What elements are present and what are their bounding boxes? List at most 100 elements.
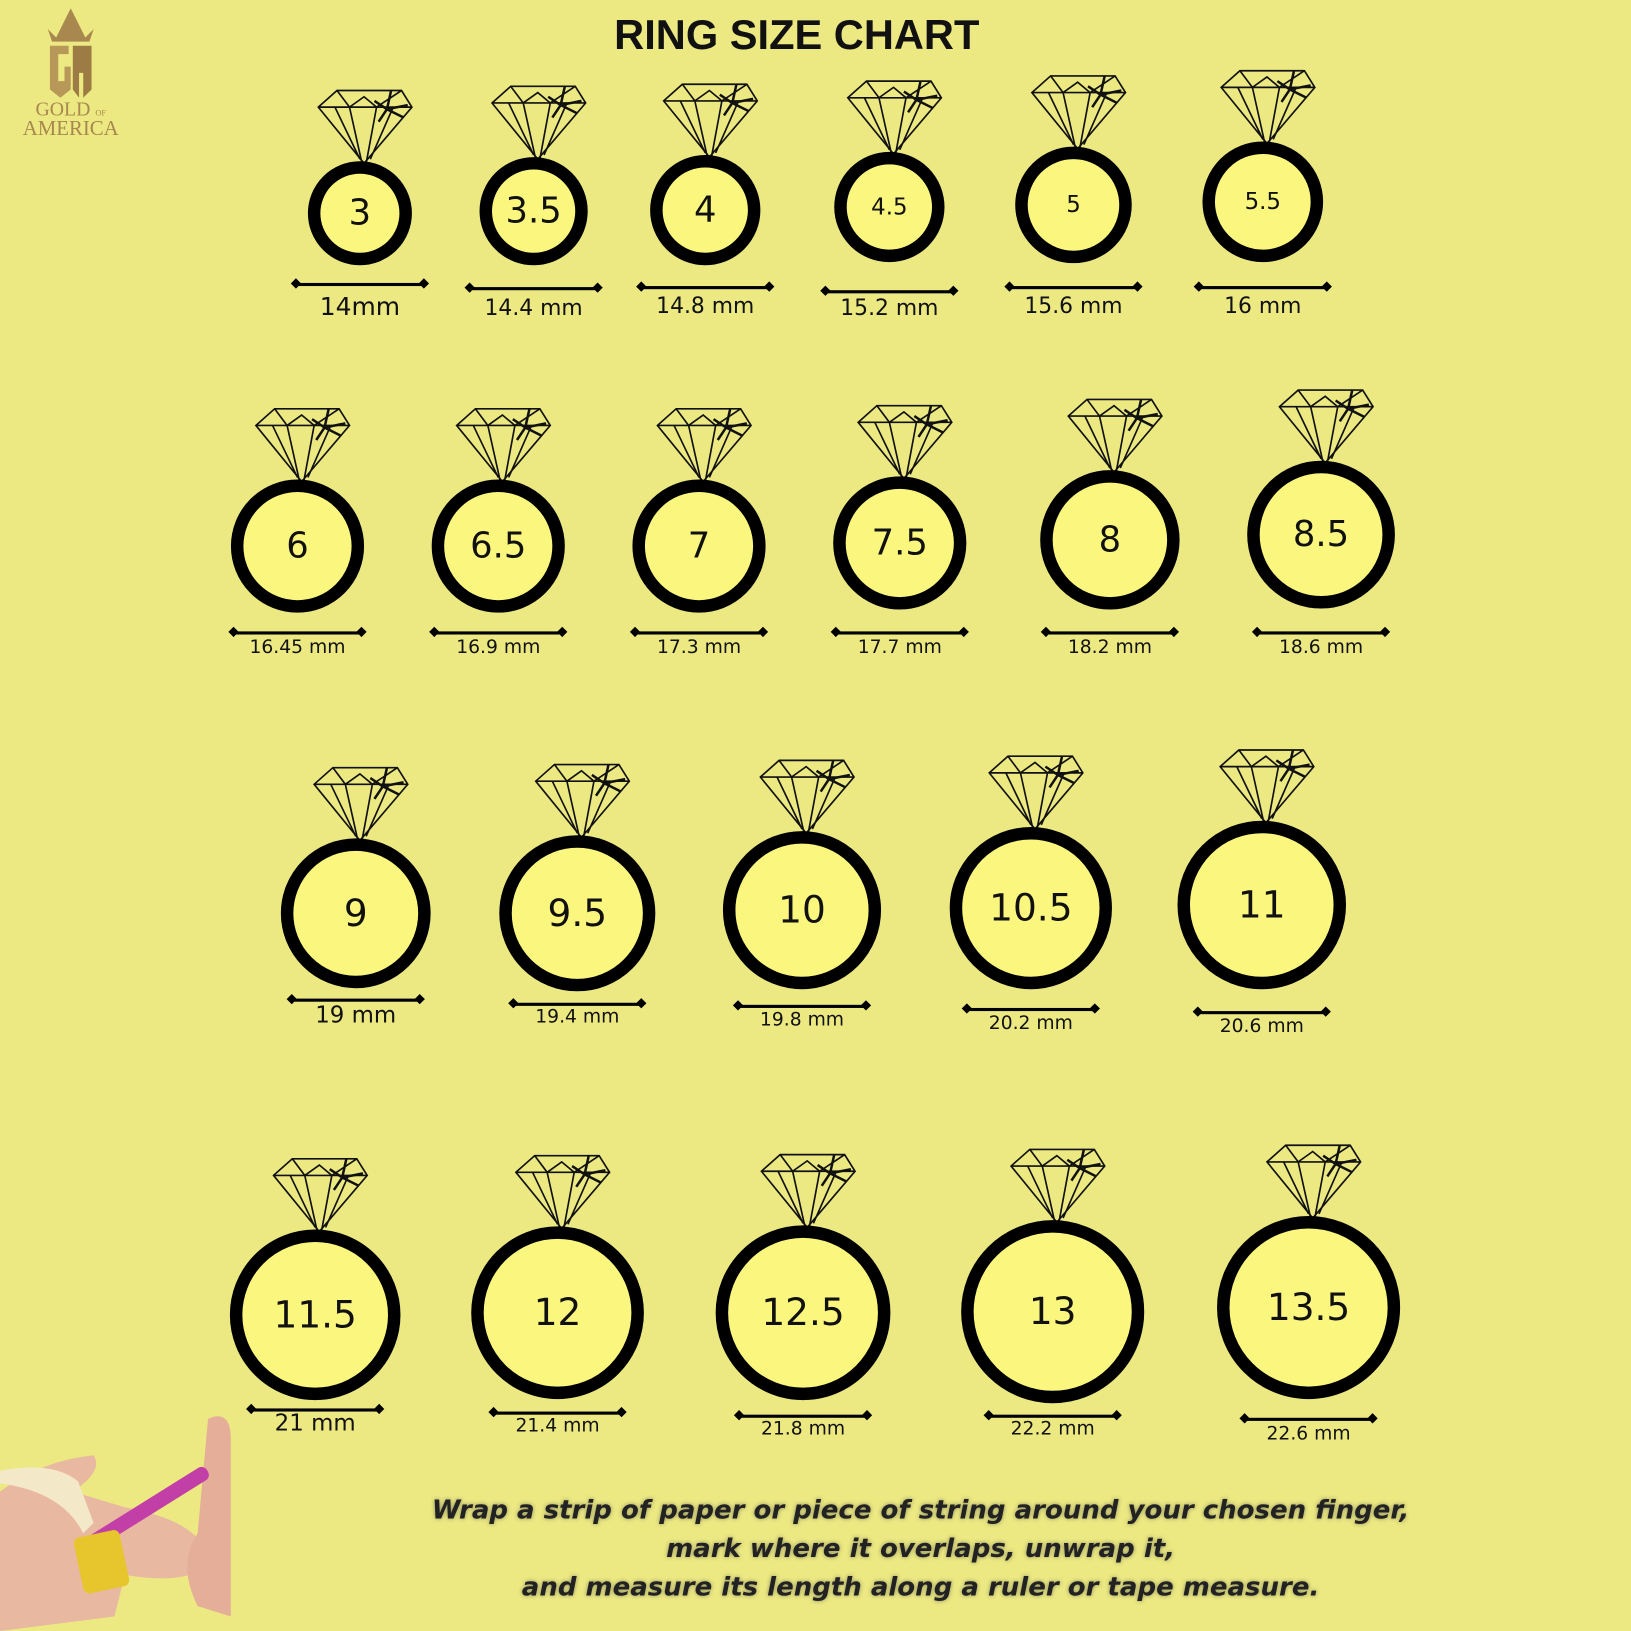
ring-size-label: 3.5 [505, 190, 562, 232]
diameter-measure-line [1008, 286, 1138, 290]
diamond-icon [756, 756, 856, 839]
ring-size-label: 10.5 [989, 886, 1073, 930]
diameter-measure-line [835, 631, 965, 635]
page-title: RING SIZE CHART [614, 12, 980, 59]
ring-circle: 11 [1177, 820, 1347, 990]
diamond-icon [1275, 386, 1375, 469]
ring-circle: 12.5 [715, 1225, 891, 1401]
ring-circle: 7 [632, 479, 766, 613]
ring-size-label: 4 [693, 189, 717, 231]
ring-size-label: 12.5 [761, 1291, 845, 1335]
diamond-icon [1217, 67, 1317, 150]
diameter-measure-line [433, 631, 563, 635]
diameter-label: 16.9 mm [456, 636, 541, 659]
diameter-measure-line [295, 282, 425, 287]
instruction-line: and measure its length along a ruler or … [521, 1571, 1320, 1602]
diamond-icon [488, 82, 588, 165]
diamond-icon [269, 1155, 369, 1238]
diameter-label: 19 mm [315, 1002, 397, 1029]
ring-circle: 5 [1015, 146, 1132, 264]
diamond-icon [844, 77, 944, 160]
diameter-measure-line [1256, 631, 1386, 635]
diameter-measure-line [469, 287, 599, 291]
diamond-icon [252, 405, 352, 488]
diameter-label: 21 mm [274, 1410, 356, 1437]
ring-size-label: 9.5 [547, 891, 608, 935]
diameter-measure-line [1197, 1011, 1327, 1015]
ring-size-label: 7 [687, 525, 711, 567]
ring-size-label: 6 [286, 525, 309, 567]
diameter-label: 18.2 mm [1067, 636, 1152, 659]
diamond-icon [653, 405, 753, 488]
logo-line1: GOLD OF [35, 98, 106, 121]
ring-circle: 6 [230, 479, 365, 613]
diameter-measure-line [634, 631, 764, 635]
ring-circle: 8.5 [1247, 460, 1395, 609]
ring-size-label: 8 [1098, 519, 1122, 561]
gold-of-america-logo: GOLD OF AMERICA [19, 6, 123, 139]
diamond-icon [659, 80, 759, 163]
ring-circle: 4.5 [834, 151, 945, 263]
ring-circle: 9.5 [499, 835, 656, 992]
diameter-measure-line [1198, 286, 1328, 290]
diameter-label: 22.6 mm [1266, 1423, 1351, 1445]
ring-size-label: 7.5 [871, 522, 928, 564]
ring-size-label: 13.5 [1266, 1286, 1351, 1329]
diamond-icon [1263, 1141, 1363, 1224]
diameter-measure-line [640, 286, 770, 290]
diamond-icon [985, 752, 1085, 835]
ring-size-label: 8.5 [1292, 513, 1350, 556]
diameter-measure-line [291, 998, 421, 1002]
diamond-icon [757, 1150, 857, 1233]
ring-size-label: 6.5 [470, 525, 527, 567]
diameter-measure-line [988, 1414, 1118, 1418]
ring-circle: 11.5 [229, 1229, 401, 1401]
diameter-label: 18.6 mm [1278, 636, 1364, 659]
diameter-label: 15.2 mm [840, 295, 939, 321]
ring-circle: 13.5 [1217, 1215, 1401, 1400]
diamond-icon [310, 764, 410, 847]
diameter-measure-line [1244, 1417, 1374, 1421]
measuring-finger-photo [0, 1408, 231, 1631]
diameter-measure-line [1045, 631, 1175, 635]
logo-line2: AMERICA [22, 117, 119, 141]
diameter-measure-line [824, 290, 954, 294]
diameter-label: 16 mm [1224, 293, 1302, 319]
diameter-label: 15.6 mm [1024, 293, 1123, 319]
ring-size-label: 5.5 [1244, 188, 1282, 215]
diameter-measure-line [512, 1002, 642, 1006]
ring-circle: 10.5 [949, 826, 1112, 990]
ring-size-label: 4.5 [871, 193, 908, 221]
ring-size-label: 11.5 [273, 1293, 357, 1337]
measuring-instructions: Wrap a strip of paper or piece of string… [416, 1491, 1425, 1606]
ring-size-label: 9 [343, 891, 368, 935]
ring-circle: 6.5 [431, 479, 565, 613]
instruction-line: mark where it overlaps, unwrap it, [666, 1533, 1176, 1564]
ring-circle: 4 [650, 154, 761, 266]
diameter-label: 19.4 mm [535, 1005, 620, 1028]
diamond-icon [532, 760, 632, 843]
diameter-label: 19.8 mm [759, 1009, 845, 1031]
diameter-label: 16.45 mm [249, 636, 346, 659]
ring-circle: 7.5 [833, 476, 967, 610]
crown-monogram-icon [47, 8, 94, 98]
diamond-icon [314, 86, 414, 169]
ring-circle: 8 [1040, 470, 1180, 610]
diameter-label: 20.6 mm [1219, 1015, 1304, 1038]
diameter-measure-line [966, 1007, 1096, 1012]
diameter-label: 14.8 mm [656, 293, 755, 319]
diameter-measure-line [493, 1411, 623, 1415]
ring-circle: 3.5 [479, 157, 588, 266]
diameter-label: 20.2 mm [988, 1012, 1073, 1035]
diamond-icon [452, 405, 552, 488]
diameter-label: 14.4 mm [484, 295, 583, 321]
ring-circle: 9 [280, 838, 431, 989]
ring-circle: 3 [307, 161, 412, 266]
diameter-measure-line [737, 1004, 867, 1008]
instruction-line: Wrap a strip of paper or piece of string… [431, 1494, 1410, 1525]
diameter-label: 17.7 mm [857, 636, 942, 659]
ring-size-label: 12 [533, 1291, 582, 1335]
ring-size-label: 13 [1028, 1290, 1077, 1334]
diamond-icon [1028, 72, 1128, 155]
